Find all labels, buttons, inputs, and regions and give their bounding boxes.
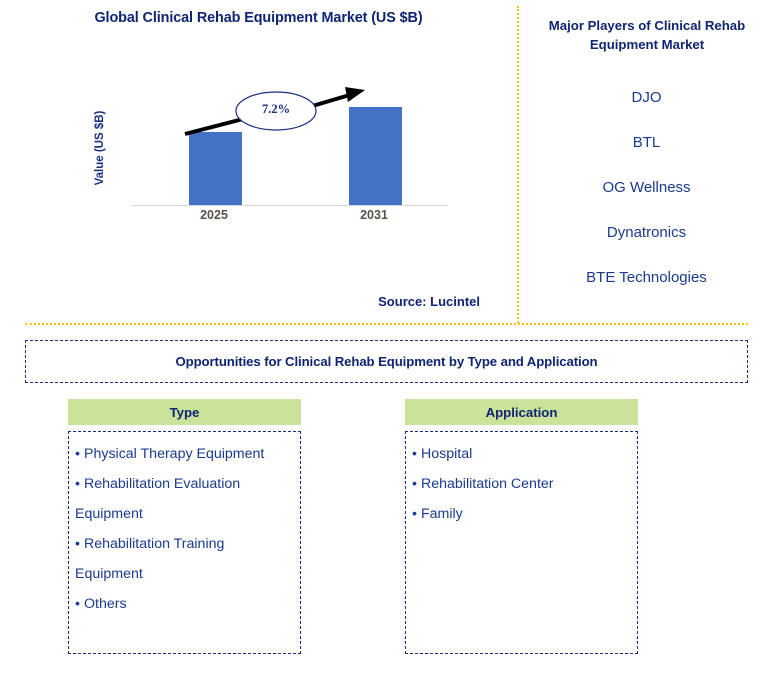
chart-plot-wrapper: Value (US $B) 7.2% [94,87,448,218]
list-item-label: Rehabilitation Training Equipment [75,536,225,582]
x-tick-2025: 2025 [200,208,228,222]
chart-panel: Global Clinical Rehab Equipment Market (… [0,0,517,323]
list-item: • Family [410,499,633,529]
cagr-value-label: 7.2% [261,102,291,116]
column-header-application: Application [405,399,638,425]
column-header-type: Type [68,399,301,425]
list-item: • Physical Therapy Equipment [73,439,296,469]
x-axis-line [131,205,448,206]
bullet-icon: • [412,446,417,462]
bullet-icon: • [412,506,417,522]
player-item: DJO [631,89,662,106]
player-item: BTE Technologies [586,269,707,286]
player-item: BTL [632,134,661,151]
list-item-label: Rehabilitation Center [421,476,554,492]
list-item: • Rehabilitation Training Equipment [73,529,296,589]
opportunity-column-application: Application • Hospital • Rehabilitation Ce… [405,399,638,654]
column-body-type: • Physical Therapy Equipment • Rehabilitat… [68,431,301,654]
list-item: • Hospital [410,439,633,469]
bar-2031 [349,107,402,205]
list-item: • Rehabilitation Evaluation Equipment [73,469,296,529]
vertical-divider [517,6,519,323]
major-players-title: Major Players of Clinical Rehab Equipmen… [548,18,746,52]
opportunities-banner: Opportunities for Clinical Rehab Equipme… [25,340,748,383]
list-item-label: Hospital [421,446,473,462]
y-axis-label: Value (US $B) [94,110,106,186]
x-axis-tick-labels: 2025 2031 [131,208,451,226]
opportunity-column-type: Type • Physical Therapy Equipment • Rehabi… [68,399,301,654]
bullet-icon: • [75,596,80,612]
bullet-icon: • [412,476,417,492]
list-item-label: Others [84,596,127,612]
cagr-arrow-icon [184,87,365,136]
list-item: • Others [73,589,296,619]
chart-plot-area: 7.2% [131,87,448,206]
player-item: Dynatronics [606,224,687,241]
column-body-application: • Hospital • Rehabilitation Center • Family [405,431,638,654]
source-label: Source: Lucintel [378,294,480,309]
bullet-icon: • [75,536,80,552]
opportunities-banner-title: Opportunities for Clinical Rehab Equipme… [175,354,598,369]
bar-2025 [189,132,242,205]
major-players-panel: Major Players of Clinical Rehab Equipmen… [519,0,773,323]
list-item-label: Rehabilitation Evaluation Equipment [75,476,241,522]
x-tick-2031: 2031 [360,208,388,222]
horizontal-divider [25,323,748,325]
bullet-icon: • [75,476,80,492]
major-players-list: DJO BTL OG Wellness Dynatronics BTE Tech… [525,85,768,310]
bullet-icon: • [75,446,80,462]
chart-title: Global Clinical Rehab Equipment Market (… [94,10,423,26]
list-item: • Rehabilitation Center [410,469,633,499]
player-item: OG Wellness [602,179,691,196]
list-item-label: Physical Therapy Equipment [84,446,265,462]
list-item-label: Family [421,506,463,522]
